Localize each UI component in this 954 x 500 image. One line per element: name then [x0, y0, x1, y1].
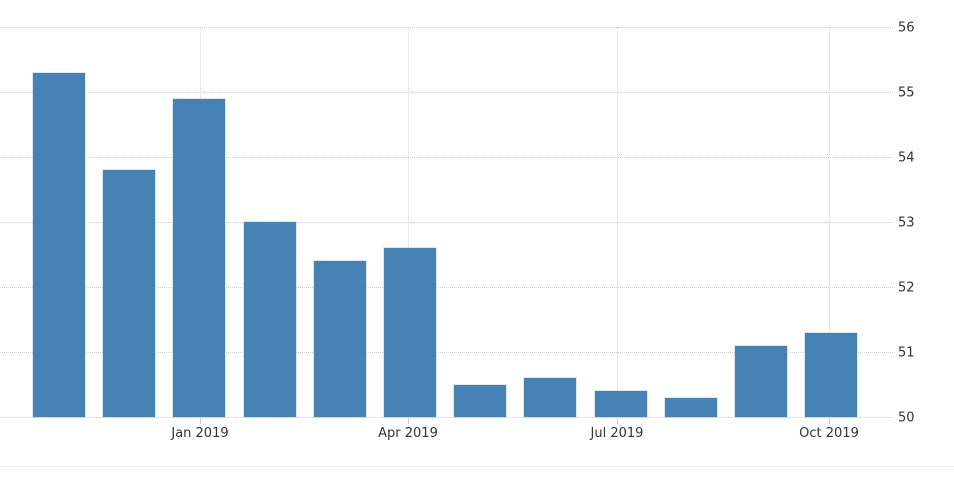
gridline-vertical	[617, 27, 618, 417]
bar-jan-2019[interactable]	[173, 98, 226, 417]
gridline-horizontal	[0, 287, 893, 288]
bar-nov-2018[interactable]	[33, 72, 85, 417]
x-tick-label: Jan 2019	[171, 426, 229, 441]
y-tick-label: 53	[898, 215, 915, 231]
x-tick-mark	[408, 418, 409, 424]
x-tick-mark	[617, 418, 618, 424]
y-tick-label: 54	[898, 150, 915, 166]
bar-apr-2019[interactable]	[384, 248, 436, 417]
bar-sep-2019[interactable]	[735, 345, 787, 417]
bar-dec-2018[interactable]	[103, 170, 156, 417]
bar-jun-2019[interactable]	[524, 378, 577, 417]
bar-jul-2019[interactable]	[594, 391, 647, 417]
gridline-horizontal	[0, 352, 893, 353]
x-tick-label: Apr 2019	[378, 426, 438, 441]
y-tick-label: 52	[898, 280, 915, 296]
x-tick-mark	[200, 418, 201, 424]
x-tick-label: Oct 2019	[799, 426, 859, 441]
x-tick-label: Jul 2019	[590, 426, 644, 441]
bar-oct-2019[interactable]	[805, 332, 858, 417]
bar-aug-2019[interactable]	[664, 397, 717, 417]
bottom-divider	[0, 466, 954, 467]
y-tick-label: 55	[898, 85, 915, 101]
gridline-horizontal	[0, 27, 893, 28]
bar-feb-2019[interactable]	[243, 222, 296, 417]
gridline-horizontal	[0, 222, 893, 223]
y-tick-label: 50	[898, 410, 915, 426]
x-tick-mark	[829, 418, 830, 424]
gridline-vertical	[829, 27, 830, 417]
y-tick-label: 56	[898, 20, 915, 36]
bar-may-2019[interactable]	[454, 384, 507, 417]
y-tick-label: 51	[898, 345, 915, 361]
bar-mar-2019[interactable]	[313, 261, 366, 417]
gridline-vertical	[408, 27, 409, 417]
gridline-horizontal	[0, 157, 893, 158]
gridline-horizontal	[0, 92, 893, 93]
gridline-horizontal	[0, 417, 893, 418]
